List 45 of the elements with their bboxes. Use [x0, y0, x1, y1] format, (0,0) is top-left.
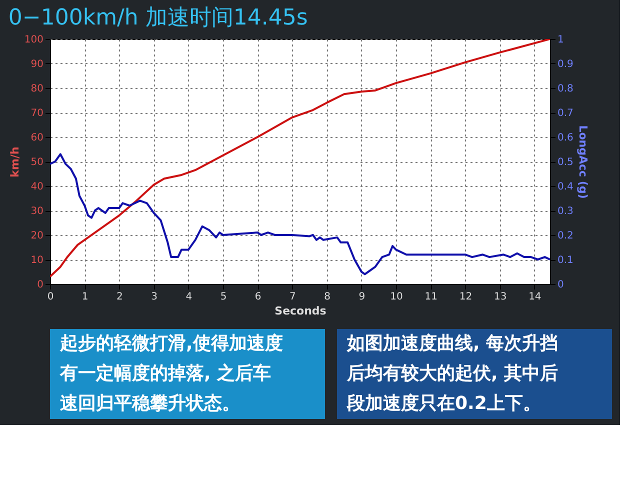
y-tick-label: 40	[30, 182, 44, 192]
y2-axis-title: LongAcc (g)	[576, 125, 590, 199]
y2-tick-label: 0.3	[558, 206, 574, 217]
y2-tick-label: 0.6	[558, 132, 574, 144]
x-tick-label: 10	[390, 292, 403, 302]
chart-title: 0−100km/h 加速时间14.45s	[8, 6, 308, 30]
y-tick-label: 20	[30, 230, 44, 242]
y2-tick-label: 0.8	[558, 84, 574, 94]
line-series	[50, 153, 550, 276]
text: 如图加速度曲线, 每次升挡后均有较大的起伏, 其中后段加速度只在0.2上下。	[346, 333, 558, 414]
x-tick-label: 7	[290, 292, 296, 302]
x-tick-label: 11	[424, 292, 438, 302]
x-tick-label: 4	[186, 292, 192, 302]
x-tick-label: 2	[116, 292, 123, 302]
y-tick-label: 50	[30, 157, 44, 168]
y-tick-label: 90	[30, 59, 44, 70]
y-tick-label: 10	[30, 255, 44, 266]
x-tick-label: 1	[82, 292, 88, 302]
y2-tick-label: 0.4	[558, 182, 574, 192]
y-tick-label: 70	[30, 108, 44, 119]
x-tick-label: 14	[528, 292, 542, 302]
y-tick-label: 30	[30, 206, 44, 217]
x-tick-label: 8	[324, 292, 331, 302]
y2-tick-label: 0.5	[558, 157, 574, 168]
y2-tick-label: 0.1	[558, 255, 574, 266]
y2-tick-label: 0	[558, 280, 564, 290]
line-series	[50, 39, 550, 278]
y2-tick-label: 1	[558, 34, 564, 46]
x-tick-label: 0	[47, 292, 54, 302]
y-tick-label: 80	[30, 84, 44, 94]
x-tick-label: 12	[459, 292, 472, 302]
x-tick-label: 6	[254, 292, 262, 302]
x-tick-label: 5	[220, 292, 227, 302]
x-tick-label: 13	[494, 292, 507, 302]
y-tick-label: 100	[24, 34, 44, 46]
y2-tick-label: 0.9	[558, 59, 574, 70]
y-tick-label: 60	[30, 132, 44, 144]
y2-tick-label: 0.7	[558, 108, 574, 119]
x-tick-label: 3	[151, 292, 158, 302]
x-axis-title: Seconds	[274, 304, 327, 318]
x-tick-label: 9	[358, 292, 366, 302]
text: 起步的轻微打滑,使得加速度有一定幅度的掉落, 之后车速回归平稳攀升状态。	[59, 333, 283, 414]
y-axis-title: km/h	[8, 146, 22, 178]
y-tick-label: 0	[37, 280, 44, 290]
y2-tick-label: 0.2	[558, 230, 574, 242]
